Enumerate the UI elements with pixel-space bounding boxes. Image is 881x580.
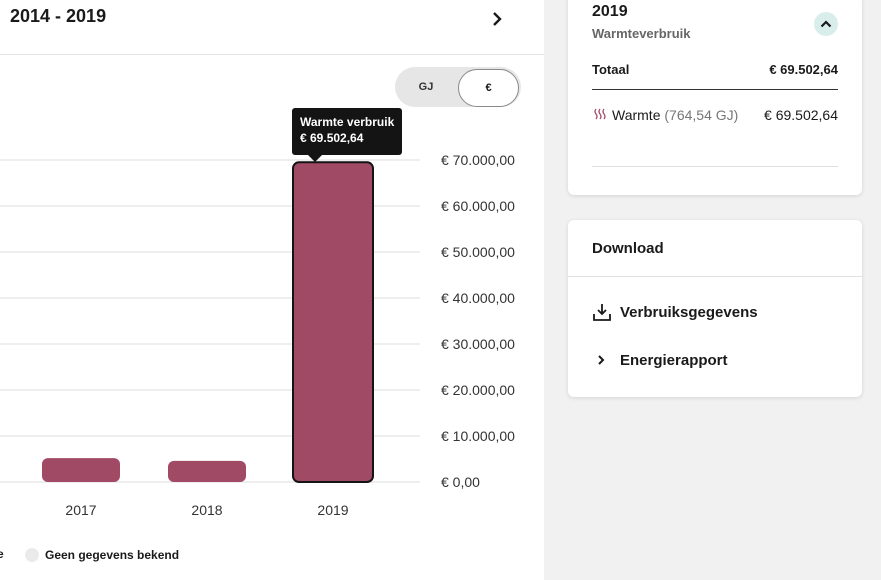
year-summary-card: 2019 Warmteverbruik Totaal € 69.502,64 W…	[568, 0, 862, 195]
period-title: 2014 - 2019	[10, 6, 107, 26]
heat-waves-icon	[594, 108, 606, 120]
warmte-row-label: Warmte (764,54 GJ)	[612, 107, 738, 123]
download-icon	[593, 304, 611, 321]
unit-option-gj[interactable]: GJ	[418, 81, 434, 93]
collapse-button[interactable]	[814, 12, 838, 36]
y-tick-label: € 30.000,00	[441, 336, 515, 352]
y-tick-label: € 70.000,00	[441, 152, 515, 168]
warmte-value: € 69.502,64	[764, 107, 838, 123]
y-tick-label: € 60.000,00	[441, 198, 515, 214]
energierapport-link[interactable]: Energierapport	[592, 350, 728, 370]
bar-2018[interactable]	[168, 460, 246, 482]
verbruiksgegevens-label: Verbruiksgegevens	[620, 303, 758, 321]
y-tick-label: € 50.000,00	[441, 244, 515, 260]
y-tick-label: € 20.000,00	[441, 382, 515, 398]
download-card: Download Verbruiksgegevens Energierappor…	[568, 220, 862, 397]
energierapport-label: Energierapport	[620, 351, 728, 369]
row-divider	[592, 166, 838, 167]
cost-bar-chart: € 0,00 € 10.000,00 € 20.000,00 € 30.000,00 €…	[0, 152, 515, 518]
chevron-right-icon	[598, 355, 605, 365]
y-tick-label: € 40.000,00	[441, 290, 515, 306]
next-period-button[interactable]	[486, 8, 508, 30]
download-divider	[568, 276, 862, 277]
chart-header: 2014 - 2019	[0, 0, 544, 55]
bar-2017[interactable]	[42, 458, 120, 482]
summary-divider	[592, 89, 838, 90]
no-data-label: Geen gegevens bekend	[45, 548, 180, 562]
warmte-label: Warmte	[612, 107, 661, 123]
y-tick-label: € 0,00	[441, 474, 480, 490]
chevron-up-icon	[820, 20, 832, 28]
bar-2019[interactable]	[292, 161, 374, 484]
chart-panel: 2014 - 2019 GJ € € 0,00 € 10.000,00 € 20.0…	[0, 0, 544, 580]
summary-year: 2019	[592, 3, 628, 20]
unit-toggle[interactable]: GJ €	[395, 67, 521, 107]
warmte-detail: (764,54 GJ)	[664, 107, 739, 123]
chevron-right-icon	[493, 12, 502, 26]
legend-fragment: e	[0, 547, 4, 561]
total-value: € 69.502,64	[769, 62, 838, 77]
bar-tooltip: Warmte verbruik € 69.502,64	[292, 108, 402, 155]
tooltip-title: Warmte verbruik	[300, 115, 395, 129]
tooltip-value: € 69.502,64	[300, 131, 364, 145]
summary-subtitle: Warmteverbruik	[592, 26, 691, 41]
tooltip-arrow	[308, 155, 322, 162]
x-category-label: 2019	[317, 502, 348, 518]
y-tick-label: € 10.000,00	[441, 428, 515, 444]
x-category-label: 2017	[65, 502, 96, 518]
no-data-swatch	[25, 548, 39, 562]
unit-option-euro[interactable]: €	[458, 69, 519, 107]
x-category-label: 2018	[191, 502, 222, 518]
total-label: Totaal	[592, 62, 630, 77]
download-title: Download	[592, 240, 664, 257]
download-verbruiksgegevens-link[interactable]: Verbruiksgegevens	[592, 302, 758, 322]
